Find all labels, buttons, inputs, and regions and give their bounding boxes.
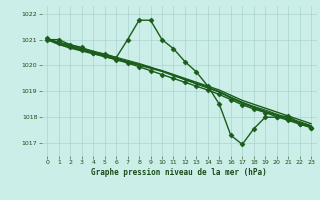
X-axis label: Graphe pression niveau de la mer (hPa): Graphe pression niveau de la mer (hPa) bbox=[91, 168, 267, 177]
